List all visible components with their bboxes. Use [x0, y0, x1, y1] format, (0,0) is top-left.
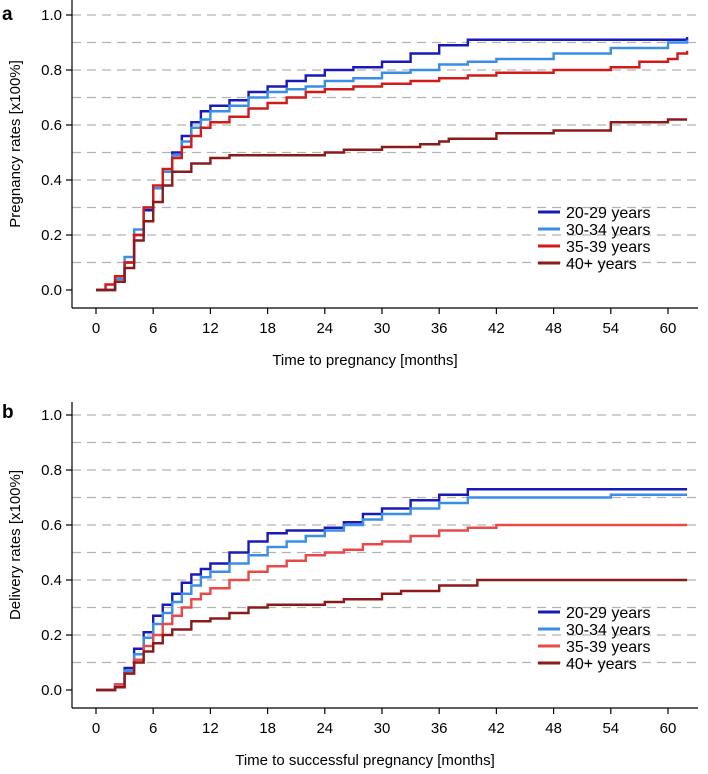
x-tick-label: 6: [149, 320, 157, 337]
y-axis-title: Delivery rates [x100%]: [7, 470, 24, 620]
x-tick-label: 42: [488, 320, 505, 337]
y-axis-title: Pregnancy rates [x100%]: [7, 60, 24, 228]
series-line-30-34-years: [96, 493, 688, 692]
y-tick-label: 0.6: [41, 117, 62, 134]
series-line-35-39-years: [96, 523, 688, 692]
y-tick-label: 0.4: [41, 172, 62, 189]
y-tick-label: 0.6: [41, 517, 62, 534]
x-tick-label: 0: [92, 320, 100, 337]
x-tick-label: 30: [374, 320, 391, 337]
y-tick-label: 0.8: [41, 62, 62, 79]
y-tick-label: 0.2: [41, 627, 62, 644]
x-tick-label: 24: [316, 720, 333, 737]
y-tick-label: 0.2: [41, 227, 62, 244]
legend-label: 20-29 years: [566, 605, 651, 622]
y-tick-label: 0.0: [41, 682, 62, 699]
x-tick-label: 6: [149, 720, 157, 737]
x-tick-label: 48: [545, 720, 562, 737]
y-tick-label: 0.0: [41, 282, 62, 299]
series-line-40-years: [96, 118, 688, 292]
x-tick-label: 54: [602, 720, 619, 737]
legend-label: 40+ years: [566, 256, 637, 273]
y-tick-label: 0.8: [41, 462, 62, 479]
x-tick-label: 54: [602, 320, 619, 337]
legend-label: 20-29 years: [566, 205, 651, 222]
x-tick-label: 48: [545, 320, 562, 337]
x-tick-label: 12: [202, 720, 219, 737]
x-tick-label: 60: [660, 720, 677, 737]
x-axis-title: Time to successful pregnancy [months]: [235, 752, 495, 769]
legend-label: 35-39 years: [566, 239, 651, 256]
y-tick-label: 1.0: [41, 7, 62, 24]
series-line-35-39-years: [96, 50, 689, 292]
x-tick-label: 0: [92, 720, 100, 737]
x-tick-label: 36: [431, 720, 448, 737]
x-tick-label: 12: [202, 320, 219, 337]
legend-label: 40+ years: [566, 656, 637, 673]
x-tick-label: 42: [488, 720, 505, 737]
legend-label: 30-34 years: [566, 222, 651, 239]
y-tick-label: 1.0: [41, 407, 62, 424]
x-tick-label: 36: [431, 320, 448, 337]
panel-letter: b: [2, 402, 14, 423]
legend-label: 30-34 years: [566, 622, 651, 639]
y-tick-label: 0.4: [41, 572, 62, 589]
series-line-20-29-years: [96, 488, 688, 692]
x-tick-label: 18: [259, 720, 276, 737]
x-tick-label: 60: [660, 320, 677, 337]
legend-label: 35-39 years: [566, 639, 651, 656]
series-line-40-years: [96, 578, 688, 692]
x-tick-label: 30: [374, 720, 391, 737]
x-axis-title: Time to pregnancy [months]: [272, 352, 457, 369]
panel-letter: a: [2, 4, 13, 25]
x-tick-label: 18: [259, 320, 276, 337]
x-tick-label: 24: [316, 320, 333, 337]
